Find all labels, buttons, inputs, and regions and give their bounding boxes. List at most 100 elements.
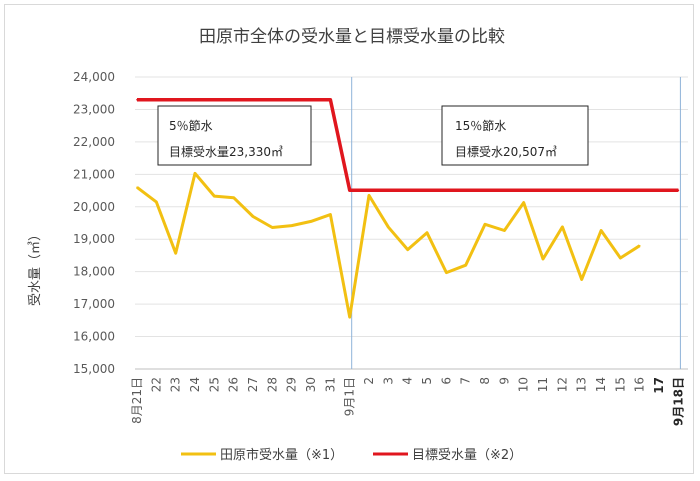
data-point xyxy=(174,252,177,254)
x-tick-label: 12 xyxy=(555,377,569,392)
data-point xyxy=(194,172,196,175)
y-tick-label: 22,000 xyxy=(73,135,115,149)
annotation-line1: 15％節水 xyxy=(455,118,506,133)
data-point xyxy=(213,98,216,101)
data-point xyxy=(503,189,506,192)
data-point xyxy=(658,189,660,192)
legend-label-target: 目標受水量（※2） xyxy=(412,448,522,463)
y-tick-label: 18,000 xyxy=(73,265,115,279)
x-tick-label: 9月1日 xyxy=(343,377,357,416)
x-tick-label: 15 xyxy=(613,377,627,392)
data-point xyxy=(503,229,506,232)
y-tick-label: 21,000 xyxy=(73,167,115,181)
y-tick-label: 16,000 xyxy=(73,330,115,344)
data-point xyxy=(232,98,235,101)
date-markers xyxy=(351,77,681,369)
x-tick-label: 4 xyxy=(401,377,415,385)
data-point xyxy=(406,248,409,251)
x-tick-label: 29 xyxy=(285,377,299,392)
data-point xyxy=(329,98,332,101)
data-point xyxy=(619,257,622,259)
data-point xyxy=(619,189,622,192)
series-layer xyxy=(136,97,680,319)
y-tick-label: 20,000 xyxy=(73,200,115,214)
x-tick-label: 22 xyxy=(149,377,163,392)
data-point xyxy=(290,98,293,101)
x-tick-label: 27 xyxy=(246,377,260,392)
data-point xyxy=(561,189,564,192)
data-point xyxy=(310,220,312,223)
annotation-5pct: 5％節水 目標受水量23,330㎥ xyxy=(157,105,312,166)
data-point xyxy=(445,189,448,192)
x-tick-label: 14 xyxy=(594,377,608,392)
x-tick-label: 24 xyxy=(188,377,202,392)
x-tick-label: 23 xyxy=(169,377,183,392)
data-point xyxy=(406,189,409,192)
data-point xyxy=(426,231,428,234)
data-point xyxy=(368,189,370,192)
x-tick-label: 6 xyxy=(439,377,453,385)
data-point xyxy=(368,194,370,197)
annotation-15pct: 15％節水 目標受水20,507㎥ xyxy=(441,105,589,166)
data-point xyxy=(271,98,274,101)
data-point xyxy=(174,98,177,101)
data-point xyxy=(580,278,583,281)
x-axis-ticks: 8月21日 22 23 24 25 26 27 28 29 30 31 9月1日 2 3 4 5 6 7 8 9 10 1… xyxy=(130,377,685,426)
x-tick-label: 25 xyxy=(207,377,221,392)
data-point xyxy=(677,189,680,192)
y-axis-ticks: 15,000 16,000 17,000 18,000 19,000 20,000 21,0… xyxy=(73,70,115,376)
data-point xyxy=(329,213,332,216)
annotation-line2: 目標受水20,507㎥ xyxy=(455,145,557,159)
gridlines xyxy=(135,76,688,370)
data-point xyxy=(155,98,158,101)
annotation-line2: 目標受水量23,330㎥ xyxy=(169,145,283,159)
x-tick-label: 17 xyxy=(652,377,666,394)
data-point xyxy=(522,189,525,192)
y-tick-label: 24,000 xyxy=(73,70,115,84)
data-point xyxy=(232,196,235,199)
x-tick-label: 9 xyxy=(497,377,511,385)
y-axis-label: 受水量（㎥） xyxy=(28,228,43,306)
data-point xyxy=(638,244,641,247)
annotation-line1: 5％節水 xyxy=(169,118,213,133)
x-tick-label: 2 xyxy=(362,377,376,385)
y-tick-label: 15,000 xyxy=(73,362,115,376)
x-tick-label: 9月18日 xyxy=(671,377,685,426)
annotations: 5％節水 目標受水量23,330㎥ 15％節水 目標受水20,507㎥ xyxy=(157,105,589,166)
x-tick-label: 8 xyxy=(478,377,492,385)
x-tick-label: 3 xyxy=(381,377,395,385)
data-point xyxy=(290,224,293,227)
y-tick-label: 19,000 xyxy=(73,232,115,246)
data-point xyxy=(348,189,351,192)
chart-frame: 田原市全体の受水量と目標受水量の比較 受水量（㎥） 15,000 16,000 17… xyxy=(4,4,694,474)
data-point xyxy=(310,98,312,101)
data-point xyxy=(252,98,254,101)
data-point xyxy=(445,271,448,274)
data-point xyxy=(638,189,641,192)
y-tick-label: 17,000 xyxy=(73,297,115,311)
data-point xyxy=(155,201,158,203)
x-tick-label: 31 xyxy=(323,377,337,392)
data-point xyxy=(484,223,486,226)
y-tick-label: 23,000 xyxy=(73,102,115,116)
data-point xyxy=(600,189,602,192)
data-point xyxy=(542,189,544,192)
data-point xyxy=(136,186,138,189)
data-point xyxy=(426,189,428,192)
x-tick-label: 26 xyxy=(227,377,241,392)
data-point xyxy=(136,98,138,101)
annotation-box xyxy=(157,105,312,166)
data-point xyxy=(464,189,467,192)
series-line-actual xyxy=(136,171,641,319)
data-point xyxy=(484,189,486,192)
legend: 田原市受水量（※1） 目標受水量（※2） xyxy=(181,447,522,463)
x-tick-label: 16 xyxy=(633,377,647,392)
data-point xyxy=(271,226,274,229)
x-tick-label: 30 xyxy=(304,377,318,392)
x-tick-label: 28 xyxy=(265,377,279,392)
data-point xyxy=(522,201,525,204)
data-point xyxy=(387,189,390,192)
data-point xyxy=(464,264,467,266)
data-point xyxy=(194,98,196,101)
data-point xyxy=(348,316,351,318)
